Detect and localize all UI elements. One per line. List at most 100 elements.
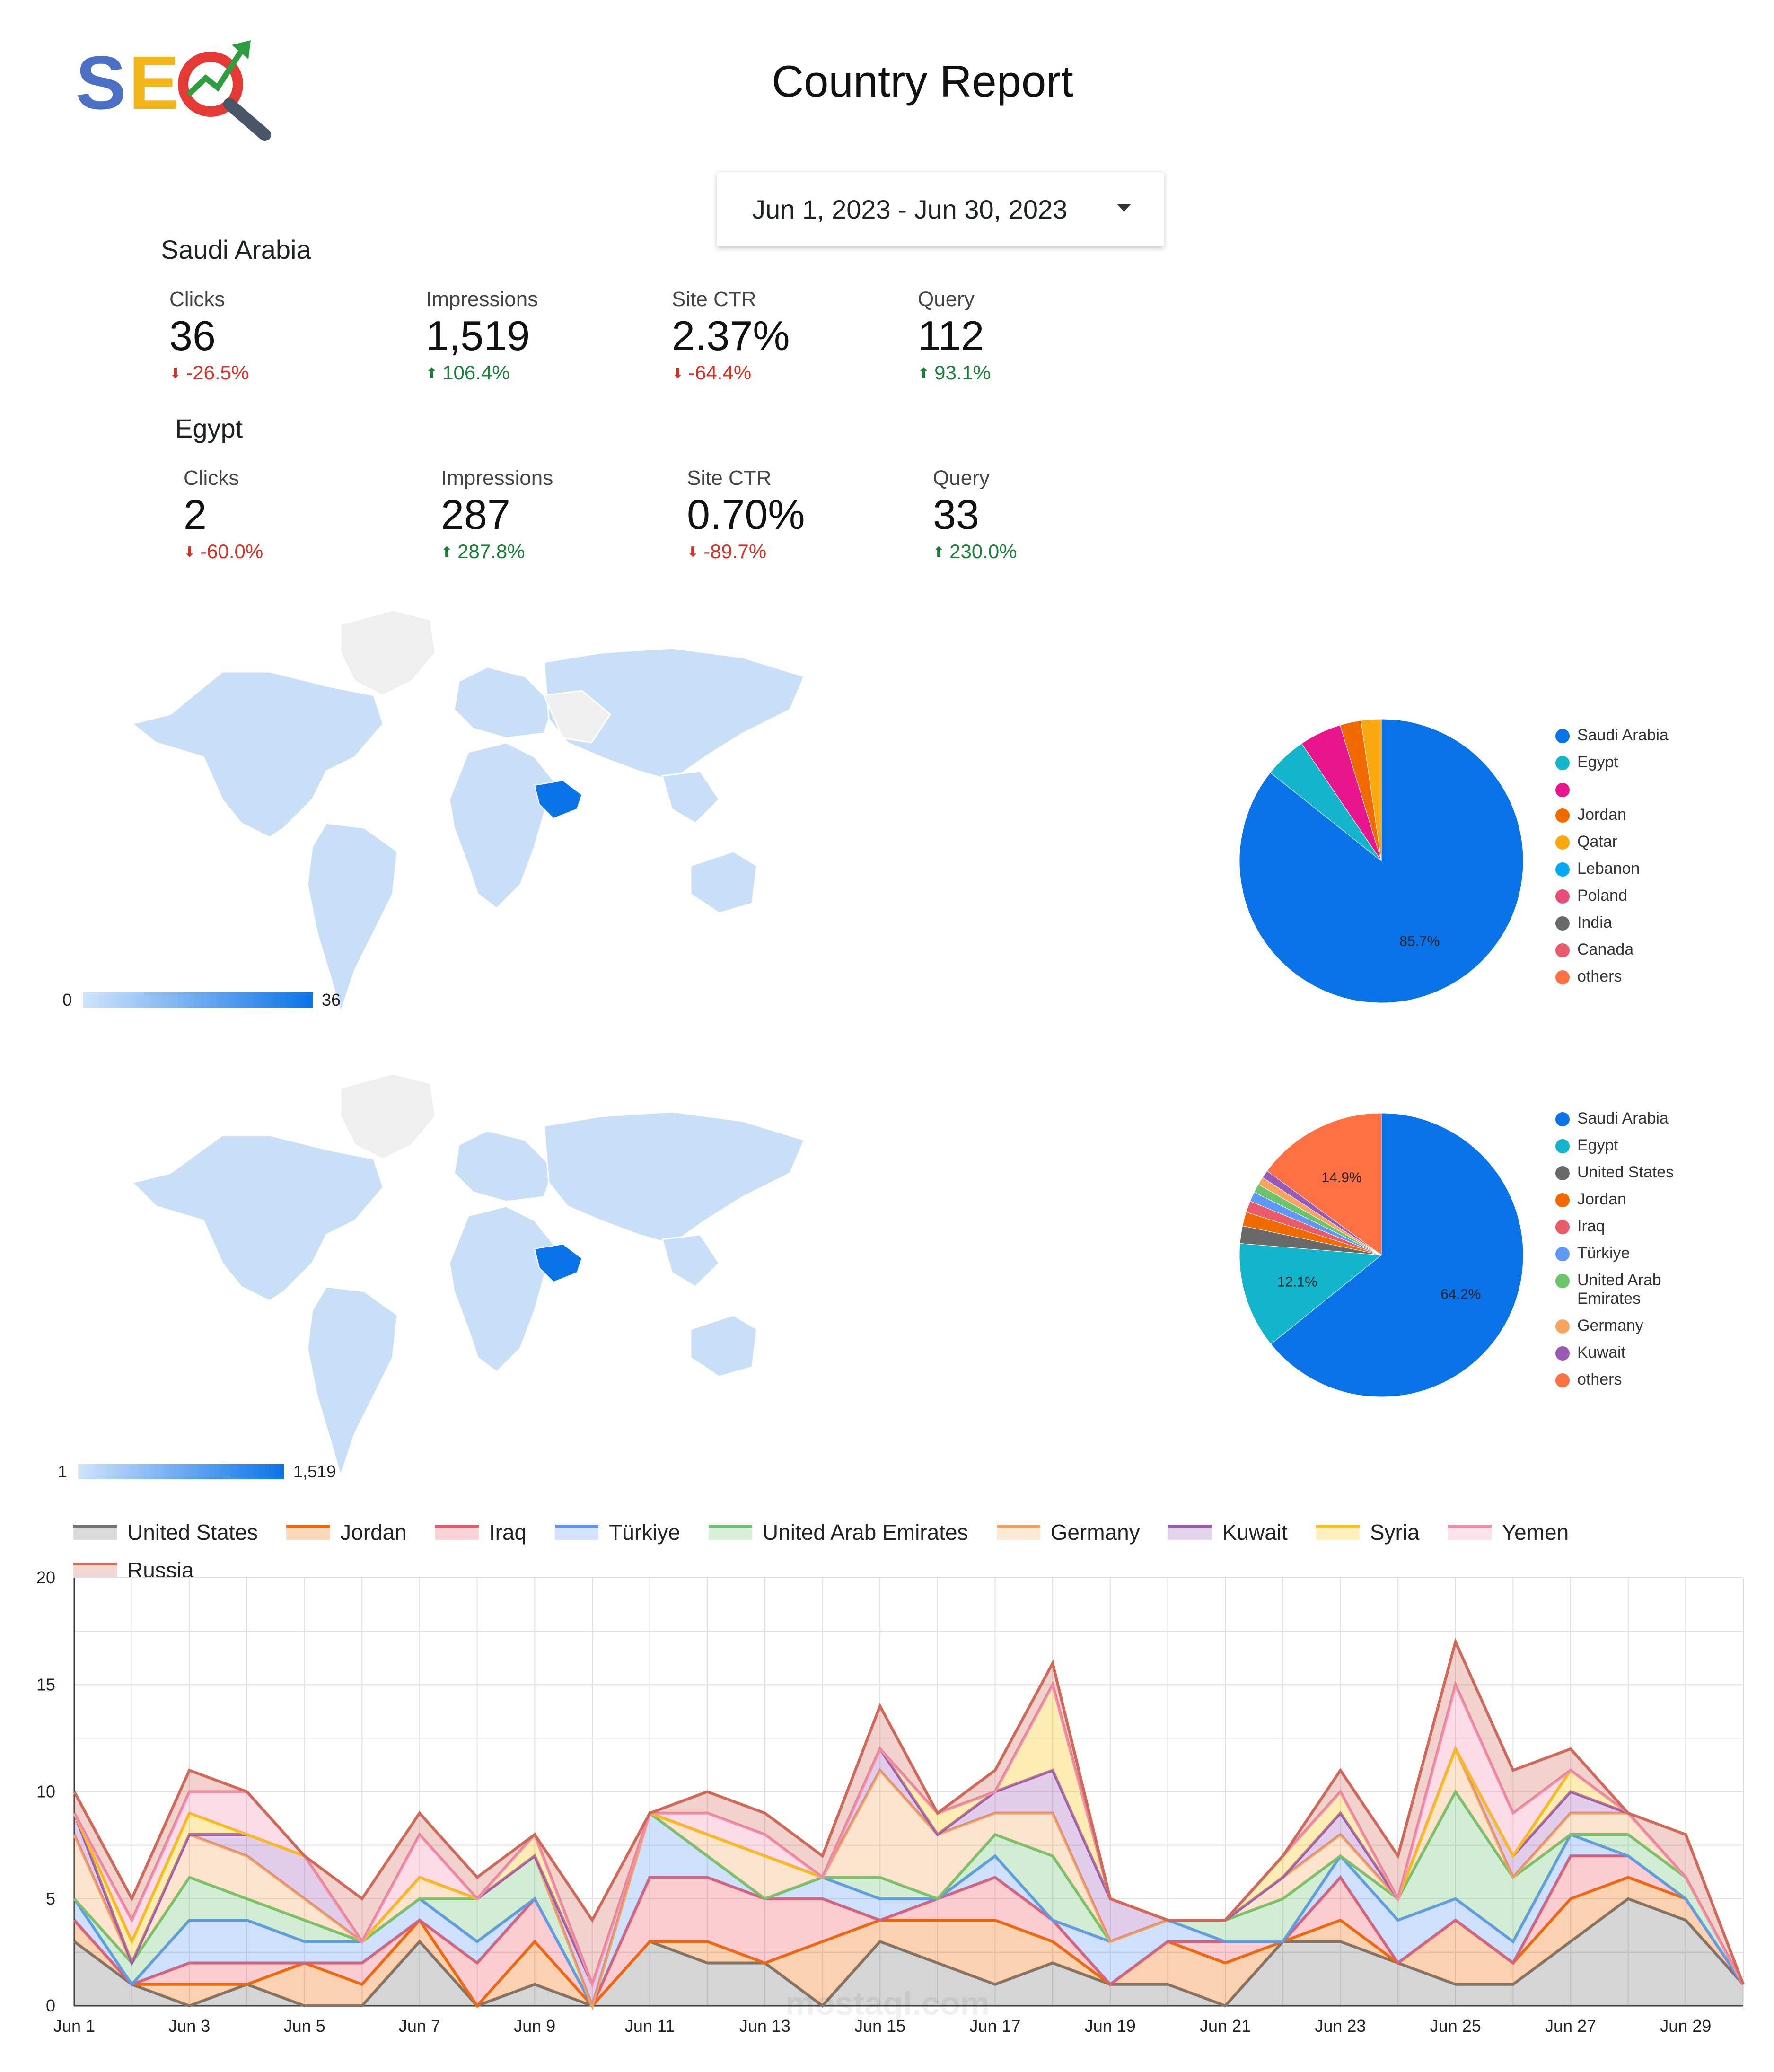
legend-item[interactable]: Canada: [1555, 940, 1669, 959]
pie-chart-clicks[interactable]: 85.7%: [1230, 710, 1533, 1012]
kpi-value: 287: [441, 491, 510, 538]
world-map-clicks[interactable]: [128, 601, 818, 1027]
area-series-line: [73, 1680, 1745, 1989]
legend-item[interactable]: Kuwait: [1168, 1516, 1288, 1548]
legend-label: Jordan: [1577, 1190, 1626, 1208]
area-chart-legend: United States Jordan Iraq Türkiye United Ara…: [73, 1516, 1729, 1592]
legend-label: Canada: [1577, 940, 1634, 958]
legend-item[interactable]: Germany: [996, 1516, 1140, 1548]
legend-item[interactable]: Iraq: [1555, 1217, 1697, 1236]
legend-item[interactable]: others: [1555, 1370, 1697, 1389]
kpi-site-ctr: Site CTR 0.70% ⬇ -89.7%: [687, 466, 805, 563]
kpi-value: 36: [169, 312, 216, 359]
kpi-query: Query 112 ⬆ 93.1%: [918, 288, 991, 384]
legend-dot-icon: [1555, 1166, 1570, 1180]
legend-item[interactable]: [1555, 780, 1669, 797]
legend-item[interactable]: Egypt: [1555, 1136, 1697, 1155]
area-series-fill: [74, 1877, 1743, 2006]
pie-chart-impressions[interactable]: 64.2% 12.1% 14.9%: [1230, 1104, 1533, 1406]
legend-label: United Arab Emirates: [1577, 1271, 1661, 1308]
area-series-fill: [74, 1813, 1743, 2006]
legend-label: others: [1577, 1370, 1622, 1388]
legend-item[interactable]: Saudi Arabia: [1555, 726, 1669, 745]
legend-label: Türkiye: [1577, 1244, 1630, 1262]
pie-legend-impressions: Saudi Arabia Egypt United States Jordan Iraq…: [1555, 1109, 1697, 1397]
legend-dot-icon: [1555, 1373, 1570, 1387]
legend-dot-icon: [1555, 1139, 1570, 1153]
area-series-fill: [74, 1791, 1743, 2006]
y-tick-label: 15: [36, 1675, 55, 1694]
legend-swatch-icon: [1448, 1525, 1492, 1540]
legend-item[interactable]: Iraq: [435, 1516, 527, 1548]
legend-item[interactable]: Türkiye: [555, 1516, 680, 1548]
x-tick-label: Jun 29: [1660, 2016, 1711, 2036]
legend-label: Saudi Arabia: [1577, 726, 1669, 744]
kpi-value: 1,519: [426, 312, 530, 359]
legend-dot-icon: [1555, 1193, 1570, 1207]
legend-item[interactable]: others: [1555, 967, 1669, 986]
legend-label: Jordan: [1577, 806, 1626, 824]
legend-item[interactable]: Türkiye: [1555, 1244, 1697, 1263]
legend-swatch-icon: [435, 1525, 479, 1540]
legend-label: Türkiye: [609, 1520, 680, 1545]
legend-item[interactable]: Egypt: [1555, 753, 1669, 772]
legend-swatch-icon: [286, 1525, 330, 1540]
world-map-impressions[interactable]: [128, 1069, 818, 1495]
area-series-line: [73, 1854, 1745, 2009]
legend-label: Jordan: [340, 1520, 407, 1545]
legend-item[interactable]: Germany: [1555, 1317, 1697, 1335]
legend-item[interactable]: Lebanon: [1555, 860, 1669, 878]
legend-label: Iraq: [1577, 1217, 1605, 1235]
legend-label: Kuwait: [1222, 1520, 1288, 1545]
legend-dot-icon: [1555, 1319, 1570, 1334]
legend-dot-icon: [1555, 1112, 1570, 1126]
legend-item[interactable]: Saudi Arabia: [1555, 1109, 1697, 1128]
legend-item[interactable]: United Arab Emirates: [708, 1516, 968, 1548]
legend-item[interactable]: Kuwait: [1555, 1343, 1697, 1362]
kpi-delta: ⬇ -26.5%: [169, 361, 249, 384]
legend-label: Iraq: [489, 1520, 527, 1545]
legend-label: Germany: [1577, 1317, 1643, 1335]
y-tick-label: 20: [36, 1568, 55, 1587]
legend-item[interactable]: Jordan: [1555, 1190, 1697, 1209]
area-chart[interactable]: 0 5 10 15 20 Jun 1 Jun 3 Jun 5 Jun 7 Jun 9 Jun 11 J…: [0, 1561, 1774, 2070]
legend-dot-icon: [1555, 862, 1570, 877]
area-series-line: [73, 1789, 1745, 2011]
legend-item[interactable]: Russia: [73, 1554, 194, 1586]
y-tick-label: 5: [46, 1889, 55, 1908]
legend-item[interactable]: Qatar: [1555, 833, 1669, 851]
date-range-picker[interactable]: Jun 1, 2023 - Jun 30, 2023: [717, 172, 1164, 246]
kpi-delta: ⬆ 230.0%: [933, 540, 1017, 562]
arrow-down-icon: ⬇: [687, 544, 699, 560]
kpi-value: 0.70%: [687, 491, 805, 538]
pie-slice: [1239, 1243, 1382, 1345]
legend-dot-icon: [1555, 970, 1570, 984]
legend-dot-icon: [1555, 889, 1570, 904]
kpi-label: Query: [918, 288, 975, 311]
kpi-label: Impressions: [441, 466, 553, 490]
scorecard-country-title: Saudi Arabia: [161, 235, 311, 264]
legend-item[interactable]: Jordan: [1555, 806, 1669, 824]
map-scale-bar: [78, 1464, 284, 1479]
legend-item[interactable]: Jordan: [286, 1516, 407, 1548]
kpi-label: Site CTR: [672, 288, 756, 311]
x-tick-label: Jun 11: [625, 2016, 675, 2036]
legend-item[interactable]: United States: [73, 1516, 258, 1548]
kpi-value: 2.37%: [672, 312, 790, 359]
legend-label: others: [1577, 967, 1622, 985]
legend-item[interactable]: Poland: [1555, 887, 1669, 905]
legend-item[interactable]: Syria: [1316, 1516, 1420, 1548]
x-tick-label: Jun 7: [399, 2016, 440, 2036]
legend-item[interactable]: India: [1555, 913, 1669, 932]
legend-label: Poland: [1577, 887, 1627, 904]
legend-item[interactable]: United Arab Emirates: [1555, 1271, 1697, 1308]
x-tick-label: Jun 15: [854, 2016, 905, 2036]
highlight-saudi-arabia: [534, 1243, 583, 1283]
legend-swatch-icon: [708, 1525, 752, 1540]
kpi-value: 2: [184, 491, 207, 538]
legend-item[interactable]: United States: [1555, 1163, 1697, 1182]
arrow-up-icon: ⬆: [933, 544, 945, 560]
legend-dot-icon: [1555, 1346, 1570, 1361]
area-series-line: [73, 1745, 1745, 2011]
legend-item[interactable]: Yemen: [1448, 1516, 1569, 1548]
